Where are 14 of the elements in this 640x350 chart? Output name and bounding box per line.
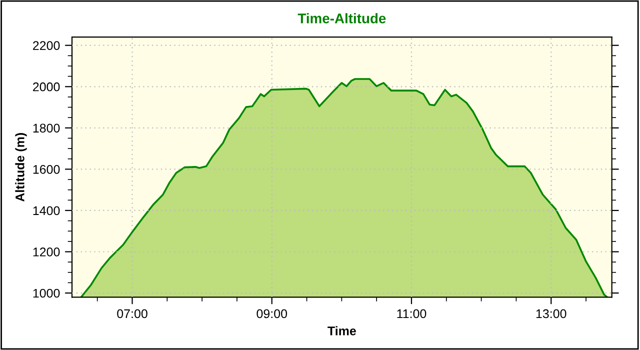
x-tick-label: 11:00 xyxy=(397,309,426,318)
chart-title: Time-Altitude xyxy=(298,13,386,24)
y-tick-label: 2000 xyxy=(33,82,60,92)
x-axis-title: Time xyxy=(328,326,356,336)
y-axis-title: Altitude (m) xyxy=(15,133,27,202)
y-tick-label: 1600 xyxy=(33,164,60,174)
y-tick-label: 1400 xyxy=(33,206,60,216)
y-tick-label: 1000 xyxy=(33,288,60,298)
y-tick-label: 2200 xyxy=(33,41,60,50)
x-tick-label: 13:00 xyxy=(536,309,566,318)
x-tick-label: 09:00 xyxy=(256,309,288,318)
y-tick-label: 1200 xyxy=(33,248,60,256)
x-tick-label: 07:00 xyxy=(117,309,148,318)
y-tick-label: 1800 xyxy=(33,124,60,133)
